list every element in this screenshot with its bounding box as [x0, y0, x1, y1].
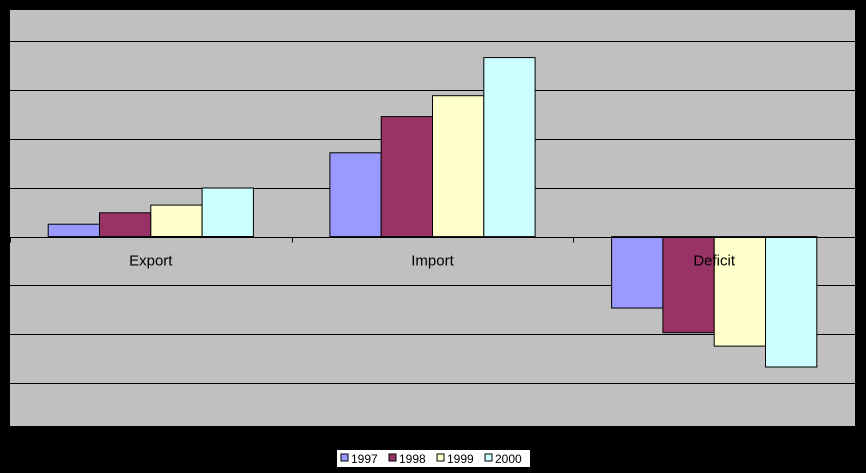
bar-2000-export [201, 187, 254, 237]
legend-swatch [436, 453, 445, 462]
legend-swatch [484, 453, 493, 462]
bar-1998-deficit [662, 236, 715, 334]
bar-1999-import [432, 95, 485, 238]
x-tick-label: Deficit [693, 253, 736, 270]
legend[interactable]: 1997 1998 1999 2000 [336, 449, 531, 468]
bars [47, 57, 818, 368]
legend-swatch [388, 453, 397, 462]
bar-1998-export [99, 212, 152, 238]
bar-1997-import [329, 152, 382, 238]
bar-1997-export [47, 223, 100, 238]
category-axis: Export Import Deficit [10, 237, 856, 270]
bar-2000-deficit [765, 236, 818, 368]
legend-label: 1997 [351, 452, 378, 466]
legend-label: 1998 [399, 452, 426, 466]
legend-swatch [340, 453, 349, 462]
bar-1998-import [380, 116, 434, 237]
x-tick-label: Export [129, 253, 173, 270]
bar-1997-deficit [611, 236, 664, 309]
x-tick-label: Import [411, 253, 454, 270]
bar-2000-import [483, 57, 536, 238]
legend-label: 1999 [447, 452, 474, 466]
legend-label: 2000 [495, 452, 522, 466]
bar-1999-export [150, 204, 203, 238]
